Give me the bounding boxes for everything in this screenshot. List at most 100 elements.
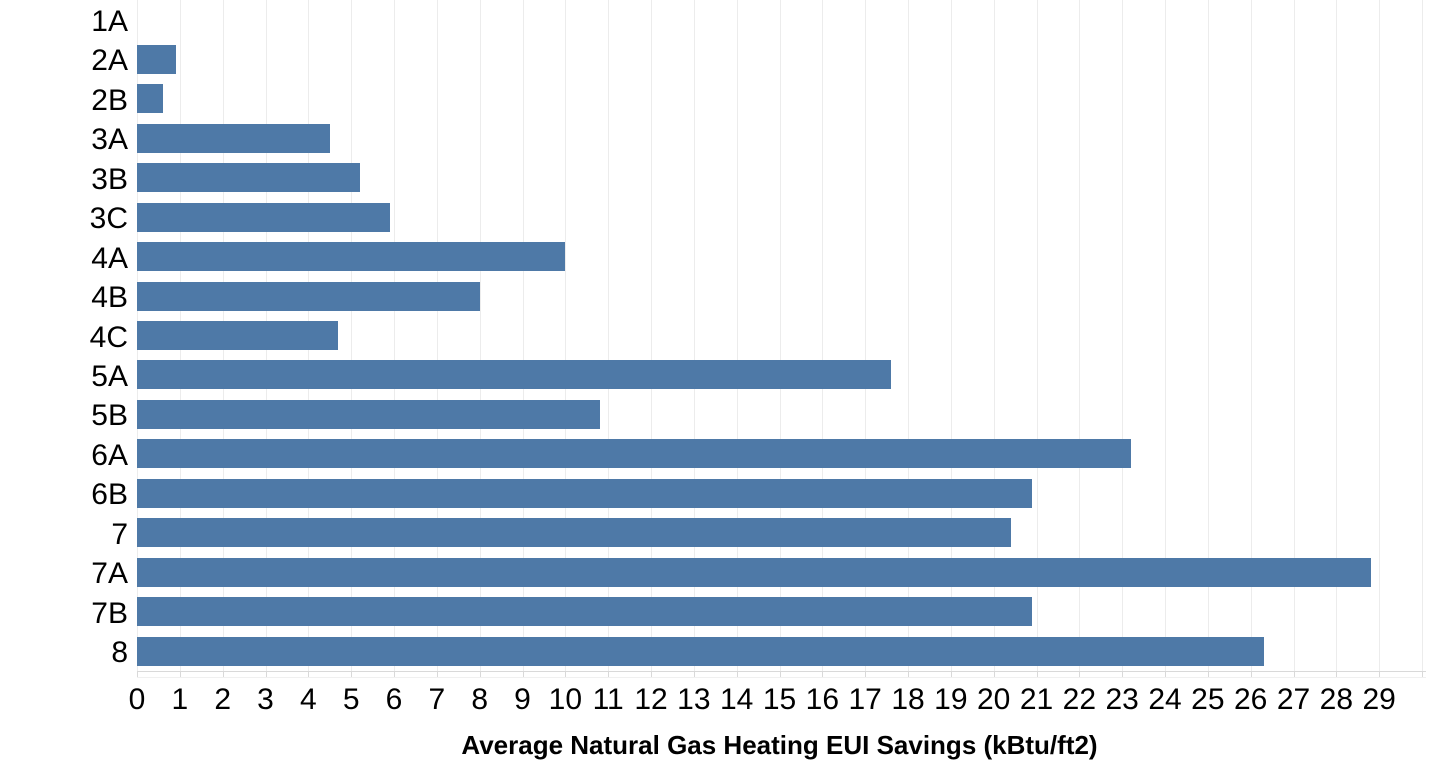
x-tick-mark [179, 671, 181, 677]
bar-3C[interactable] [137, 202, 390, 232]
bar-7B[interactable] [137, 597, 1033, 627]
y-tick-label: 1A [91, 4, 128, 38]
x-tick-mark [950, 671, 952, 677]
x-tick-mark [565, 671, 567, 677]
bar-3B[interactable] [137, 163, 360, 193]
x-tick-label: 6 [385, 683, 403, 716]
x-tick-label: 26 [1233, 683, 1268, 716]
x-tick-label: 16 [805, 683, 840, 716]
gridline [908, 0, 909, 671]
y-tick-label: 7B [91, 596, 128, 630]
x-tick-mark [1422, 671, 1423, 677]
gridline [993, 0, 995, 671]
y-tick-label: 2B [91, 83, 128, 117]
bar-3A[interactable] [137, 123, 330, 153]
x-tick-label: 2 [214, 683, 231, 716]
x-tick-mark [522, 671, 524, 677]
x-tick-label: 5 [342, 683, 360, 716]
x-tick-mark [436, 671, 438, 677]
x-tick-label: 11 [592, 683, 624, 716]
y-tick-label: 4B [91, 281, 128, 315]
gridline [1422, 0, 1423, 671]
y-tick-label: 4A [91, 241, 128, 275]
x-tick-label: 7 [428, 683, 446, 716]
x-tick-mark [608, 671, 610, 677]
gridline [950, 0, 952, 671]
x-tick-label: 20 [976, 683, 1011, 716]
y-tick-label: 5B [91, 399, 128, 433]
x-tick-label: 13 [677, 683, 711, 716]
y-tick-label: 5A [91, 359, 128, 393]
gridline [822, 0, 824, 671]
gridline [479, 0, 481, 671]
x-tick-mark [479, 671, 481, 677]
bar-5A[interactable] [137, 360, 891, 390]
gridline [436, 0, 438, 671]
y-tick-label: 7A [91, 557, 128, 591]
x-tick-mark [651, 671, 652, 677]
x-tick-label: 3 [257, 683, 274, 716]
x-tick-label: 24 [1148, 683, 1182, 716]
x-tick-mark [394, 671, 395, 677]
x-tick-label: 15 [762, 683, 797, 716]
x-tick-mark [1379, 671, 1381, 677]
x-tick-label: 10 [548, 683, 583, 716]
gridline [522, 0, 524, 671]
gridline [394, 0, 395, 671]
gridline [351, 0, 353, 671]
gridline [1250, 0, 1252, 671]
x-tick-mark [1079, 671, 1081, 677]
bar-7[interactable] [137, 518, 1011, 548]
x-tick-mark [1036, 671, 1038, 677]
x-tick-label: 4 [299, 683, 317, 716]
gridline [608, 0, 610, 671]
x-tick-mark [137, 671, 138, 677]
x-tick-label: 9 [514, 683, 531, 716]
y-tick-label: 8 [111, 636, 128, 670]
gridline [1293, 0, 1295, 671]
x-tick-label: 29 [1362, 683, 1396, 716]
bar-7A[interactable] [137, 557, 1371, 587]
x-tick-mark [908, 671, 909, 677]
bar-2B[interactable] [137, 84, 163, 114]
gridline [651, 0, 652, 671]
x-tick-label: 28 [1319, 683, 1354, 716]
gridline [565, 0, 567, 671]
gridline [1079, 0, 1081, 671]
y-tick-label: 7 [111, 517, 128, 551]
gridline [1165, 0, 1166, 671]
x-tick-mark [1293, 671, 1295, 677]
bar-5B[interactable] [137, 399, 600, 429]
gridline [1207, 0, 1209, 671]
bar-6A[interactable] [137, 439, 1131, 469]
x-tick-label: 22 [1062, 683, 1097, 716]
x-tick-mark [1336, 671, 1338, 677]
x-tick-label: 21 [1019, 683, 1054, 716]
y-tick-label: 6A [91, 438, 128, 472]
x-tick-label: 1 [171, 683, 189, 716]
bar-4C[interactable] [137, 321, 339, 350]
y-tick-label: 3B [91, 162, 128, 196]
x-tick-label: 14 [719, 683, 754, 716]
bar-6B[interactable] [137, 478, 1033, 508]
x-tick-label: 18 [891, 683, 925, 716]
y-tick-label: 3A [91, 123, 128, 157]
x-tick-label: 0 [128, 683, 146, 716]
bar-4A[interactable] [137, 242, 566, 272]
bar-8[interactable] [137, 636, 1264, 666]
gridline [1122, 0, 1124, 671]
gridline [736, 0, 738, 671]
x-tick-mark [1250, 671, 1252, 677]
x-axis-title: Average Natural Gas Heating EUI Savings … [461, 730, 1098, 760]
x-axis-ruler-line [137, 677, 1426, 678]
x-tick-mark [822, 671, 824, 677]
bar-4B[interactable] [137, 281, 480, 311]
gridline [779, 0, 781, 671]
x-tick-mark [308, 671, 310, 677]
x-tick-mark [222, 671, 224, 677]
x-tick-label: 17 [848, 683, 882, 716]
x-tick-mark [993, 671, 995, 677]
x-tick-mark [779, 671, 781, 677]
bar-2A[interactable] [137, 44, 176, 74]
